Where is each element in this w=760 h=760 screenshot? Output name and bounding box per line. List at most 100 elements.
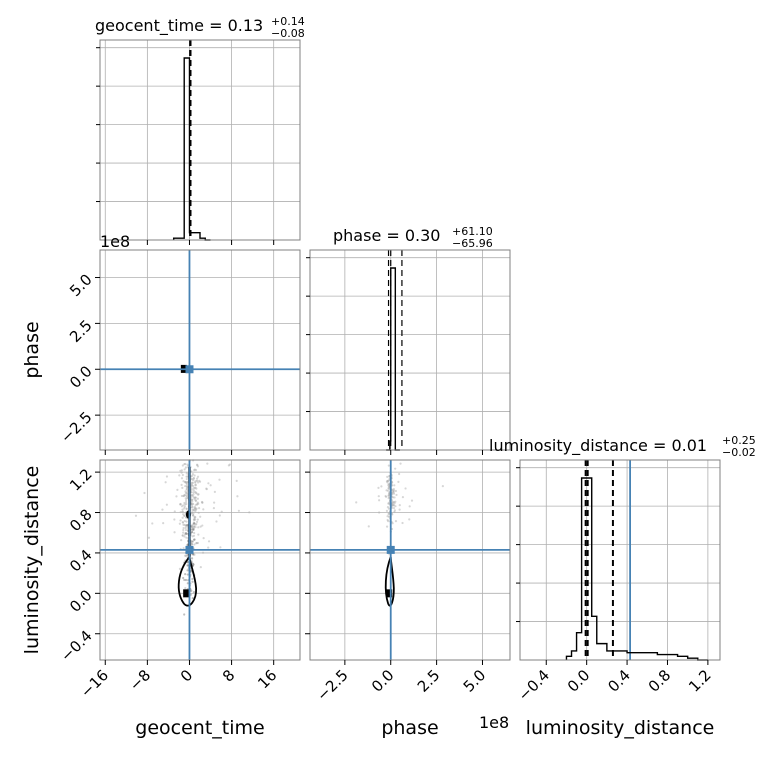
sample-point-2-0	[192, 591, 196, 594]
panel-frame-2-1	[309, 459, 511, 661]
xtick-label-phase-2: 2.5	[414, 666, 444, 696]
sample-point-2-1	[386, 475, 389, 478]
injection-marker-2-0	[185, 545, 194, 554]
sample-point-2-0	[195, 477, 199, 480]
sample-point-2-0	[236, 495, 239, 498]
sample-point-2-0	[193, 525, 196, 528]
sample-point-2-1	[392, 492, 396, 495]
sample-point-2-0	[213, 501, 216, 504]
sample-point-2-0	[192, 489, 195, 492]
xtick-label-geocent-time-2: 0	[177, 666, 196, 685]
sample-point-2-0	[206, 462, 209, 465]
sample-point-2-0	[193, 474, 196, 477]
sample-point-2-0	[185, 499, 188, 502]
sample-point-2-0	[194, 499, 198, 502]
sample-point-2-0	[183, 535, 186, 538]
sample-point-2-1	[393, 501, 396, 504]
sample-point-2-0	[193, 468, 196, 471]
sample-point-2-0	[191, 535, 194, 538]
offset-label-phase-x: 1e8	[479, 713, 509, 732]
sample-point-2-0	[151, 522, 154, 525]
injection-marker-1-0	[185, 365, 194, 374]
panel-frame-1-1	[309, 249, 511, 451]
sample-point-2-0	[181, 464, 184, 467]
sample-point-2-0	[191, 472, 194, 476]
sample-point-2-0	[179, 511, 182, 514]
sample-point-2-0	[165, 503, 168, 506]
sample-point-2-1	[401, 496, 405, 499]
sample-point-2-0	[179, 503, 182, 506]
sample-point-2-0	[182, 528, 185, 532]
panel-frame-1-0	[99, 249, 301, 451]
sample-point-2-0	[201, 501, 204, 504]
sample-point-2-0	[182, 531, 185, 534]
xtick-label-luminosity-distance-2: 0.4	[604, 666, 634, 696]
sample-point-2-0	[182, 480, 185, 483]
sample-point-2-0	[182, 526, 185, 530]
sample-point-2-0	[193, 516, 196, 519]
sample-point-2-0	[196, 501, 199, 504]
sample-point-2-0	[184, 500, 188, 504]
sample-point-2-0	[185, 483, 189, 486]
xtick-label-luminosity-distance-4: 1.2	[685, 666, 715, 696]
ytick-label-luminosity-distance-3: 0.8	[66, 505, 96, 535]
offset-label-phase-y: 1e8	[100, 232, 130, 251]
sample-point-2-0	[184, 526, 187, 530]
sample-point-2-1	[377, 495, 380, 498]
sample-point-2-0	[183, 501, 186, 505]
sample-point-2-0	[180, 469, 183, 472]
sample-point-2-0	[180, 483, 183, 486]
sample-point-2-0	[196, 493, 200, 496]
sample-point-2-0	[186, 573, 189, 576]
sample-point-2-0	[181, 516, 184, 519]
sample-point-2-0	[185, 477, 188, 481]
xtick-label-phase-1: 0.0	[368, 666, 398, 696]
sample-point-2-0	[196, 497, 199, 500]
sample-point-2-0	[207, 540, 211, 543]
title-phase-minus: −65.96	[452, 237, 493, 250]
sample-point-2-0	[220, 510, 223, 513]
sample-point-2-0	[218, 514, 221, 517]
title-phase-plus: +61.10	[452, 225, 493, 238]
sample-point-2-0	[134, 514, 138, 517]
ytick-label-luminosity-distance-2: 0.4	[66, 546, 96, 576]
sample-point-2-1	[398, 504, 401, 507]
sample-point-2-0	[202, 508, 205, 511]
sample-point-2-1	[385, 525, 389, 528]
panel-bg-2-2	[520, 460, 720, 660]
sample-point-2-0	[182, 504, 185, 507]
sample-point-2-0	[192, 491, 195, 494]
sample-point-2-0	[164, 481, 167, 484]
sample-point-2-0	[248, 511, 251, 514]
sample-point-2-1	[401, 521, 404, 525]
sample-point-2-0	[193, 531, 196, 535]
sample-point-2-0	[186, 488, 189, 491]
sample-point-2-1	[355, 501, 358, 504]
sample-point-2-1	[387, 507, 391, 510]
sample-point-2-1	[388, 502, 391, 505]
frames-layer	[99, 39, 721, 661]
sample-point-2-0	[215, 520, 218, 523]
sample-point-2-0	[194, 496, 197, 499]
panel-bg-1-1	[310, 250, 510, 450]
sample-point-2-0	[199, 515, 202, 518]
sample-point-2-0	[184, 586, 187, 590]
sample-point-2-0	[184, 528, 188, 532]
sample-point-2-0	[180, 471, 183, 474]
sample-point-2-0	[183, 578, 186, 582]
xtick-label-phase-3: 5.0	[460, 666, 490, 696]
sample-point-2-1	[408, 518, 411, 521]
sample-point-2-0	[207, 482, 210, 485]
sample-point-2-1	[378, 511, 381, 514]
sample-point-2-0	[196, 481, 200, 484]
sample-point-2-0	[191, 577, 194, 581]
xtick-label-luminosity-distance-0: −0.4	[515, 666, 553, 704]
sample-point-2-0	[178, 474, 181, 477]
sample-point-2-0	[184, 578, 188, 582]
sample-point-2-0	[192, 493, 195, 496]
sample-point-2-0	[186, 475, 189, 478]
sample-point-2-0	[186, 569, 189, 572]
xlabel-luminosity-distance: luminosity_distance	[526, 717, 715, 739]
sample-point-2-1	[377, 486, 380, 489]
sample-point-2-0	[181, 534, 184, 537]
